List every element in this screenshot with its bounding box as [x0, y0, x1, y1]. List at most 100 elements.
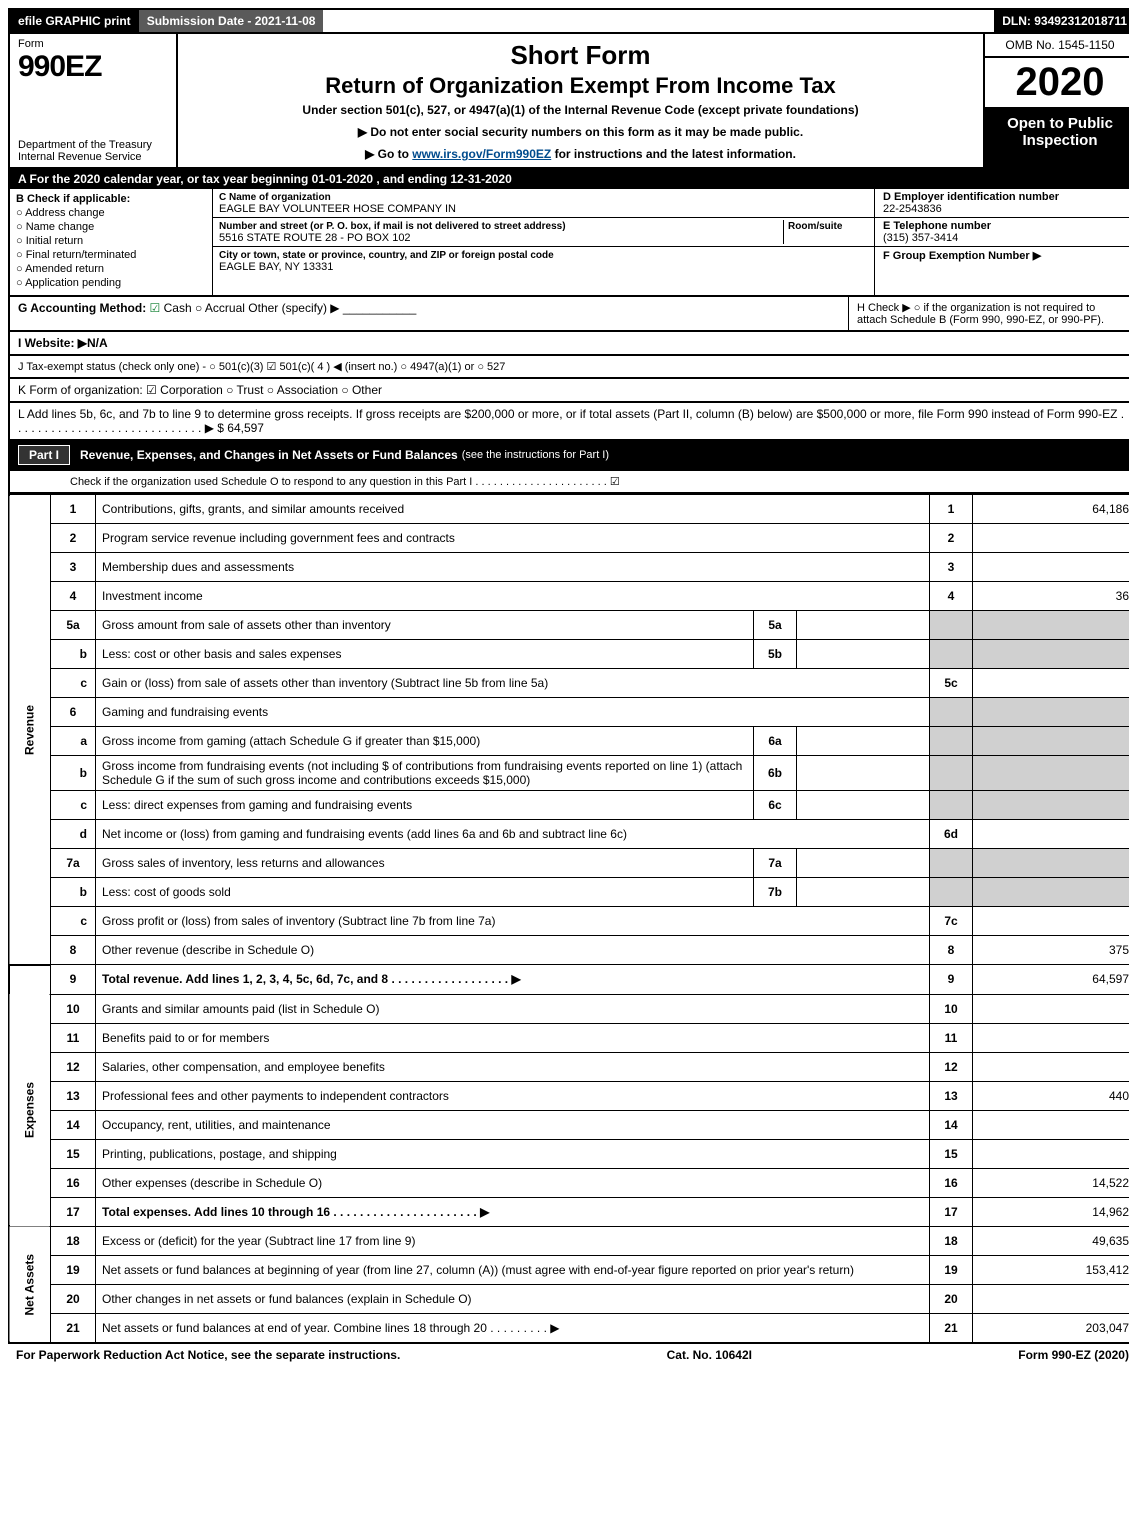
chk-other[interactable]: Other (specify) ▶ [248, 301, 339, 315]
line-6a-desc: Gross income from gaming (attach Schedul… [96, 727, 754, 756]
line-21-amt: 203,047 [973, 1313, 1129, 1343]
line-12-amt [973, 1052, 1129, 1081]
line-6b-val [797, 756, 930, 791]
chk-amended-return[interactable]: Amended return [16, 263, 206, 275]
line-7c-desc: Gross profit or (loss) from sales of inv… [96, 907, 930, 936]
line-13-amt: 440 [973, 1081, 1129, 1110]
line-14-amt [973, 1110, 1129, 1139]
ein: 22-2543836 [883, 203, 942, 215]
chk-application-pending[interactable]: Application pending [16, 277, 206, 289]
line-15-amt [973, 1139, 1129, 1168]
line-12-desc: Salaries, other compensation, and employ… [96, 1052, 930, 1081]
chk-cash[interactable]: Cash [150, 301, 192, 315]
line-6c-desc: Less: direct expenses from gaming and fu… [96, 791, 754, 820]
revenue-side-label: Revenue [9, 495, 51, 965]
net-assets-side-label: Net Assets [9, 1226, 51, 1343]
part-i-check-note: Check if the organization used Schedule … [8, 471, 1129, 494]
directive-ssn: ▶ Do not enter social security numbers o… [186, 125, 975, 139]
part-title: Revenue, Expenses, and Changes in Net As… [80, 448, 458, 462]
line-4-desc: Investment income [96, 582, 930, 611]
city-state-zip: EAGLE BAY, NY 13331 [219, 261, 333, 273]
addr-label: Number and street (or P. O. box, if mail… [219, 221, 566, 232]
chk-initial-return[interactable]: Initial return [16, 235, 206, 247]
part-i-header: Part I Revenue, Expenses, and Changes in… [8, 441, 1129, 471]
line-14-desc: Occupancy, rent, utilities, and maintena… [96, 1110, 930, 1139]
line-6c-val [797, 791, 930, 820]
row-g-h: G Accounting Method: Cash Accrual Other … [8, 297, 1129, 332]
line-9-desc: Total revenue. Add lines 1, 2, 3, 4, 5c,… [96, 965, 930, 995]
line-7b-val [797, 878, 930, 907]
line-2-amt [973, 524, 1129, 553]
e-label: E Telephone number [883, 220, 991, 232]
f-label: F Group Exemption Number ▶ [883, 250, 1041, 262]
efile-label[interactable]: efile GRAPHIC print [10, 10, 139, 32]
chk-final-return[interactable]: Final return/terminated [16, 249, 206, 261]
city-label: City or town, state or province, country… [219, 250, 554, 261]
room-label: Room/suite [788, 221, 842, 232]
line-5c-amt [973, 669, 1129, 698]
line-6d-amt [973, 820, 1129, 849]
line-5a-val [797, 611, 930, 640]
form-header: Form 990EZ Department of the Treasury In… [8, 34, 1129, 169]
footer-mid: Cat. No. 10642I [667, 1348, 752, 1362]
line-6-desc: Gaming and fundraising events [96, 698, 930, 727]
short-form-title: Short Form [186, 40, 975, 71]
tax-period: A For the 2020 calendar year, or tax yea… [8, 169, 1129, 189]
line-9-amt: 64,597 [973, 965, 1129, 995]
gross-receipts: 64,597 [227, 421, 264, 435]
phone: (315) 357-3414 [883, 232, 958, 244]
row-k: K Form of organization: ☑ Corporation ○ … [8, 379, 1129, 403]
line-5b-val [797, 640, 930, 669]
section-bcdef: B Check if applicable: Address change Na… [8, 189, 1129, 297]
line-17-amt: 14,962 [973, 1197, 1129, 1226]
dln: DLN: 93492312018711 [994, 10, 1129, 32]
chk-accrual[interactable]: Accrual [195, 301, 245, 315]
line-6a-val [797, 727, 930, 756]
return-title: Return of Organization Exempt From Incom… [186, 73, 975, 99]
line-19-amt: 153,412 [973, 1255, 1129, 1284]
form-number: 990EZ [18, 50, 168, 84]
financial-table: Revenue 1 Contributions, gifts, grants, … [8, 494, 1129, 1344]
d-label: D Employer identification number [883, 191, 1059, 203]
chk-address-change[interactable]: Address change [16, 207, 206, 219]
c-label: C Name of organization [219, 192, 331, 203]
line-6b-desc: Gross income from fundraising events (no… [96, 756, 754, 791]
chk-name-change[interactable]: Name change [16, 221, 206, 233]
line-11-desc: Benefits paid to or for members [96, 1023, 930, 1052]
part-badge: Part I [18, 445, 70, 465]
line-10-desc: Grants and similar amounts paid (list in… [96, 994, 930, 1023]
footer-right: Form 990-EZ (2020) [1018, 1348, 1129, 1362]
line-5c-desc: Gain or (loss) from sale of assets other… [96, 669, 930, 698]
line-7c-amt [973, 907, 1129, 936]
line-7b-desc: Less: cost of goods sold [96, 878, 754, 907]
expenses-side-label: Expenses [9, 994, 51, 1226]
form-label: Form [18, 38, 168, 50]
line-3-amt [973, 553, 1129, 582]
line-4-amt: 36 [973, 582, 1129, 611]
line-13-desc: Professional fees and other payments to … [96, 1081, 930, 1110]
line-6d-desc: Net income or (loss) from gaming and fun… [96, 820, 930, 849]
line-2-desc: Program service revenue including govern… [96, 524, 930, 553]
line-19-desc: Net assets or fund balances at beginning… [96, 1255, 930, 1284]
line-3-desc: Membership dues and assessments [96, 553, 930, 582]
line-20-desc: Other changes in net assets or fund bala… [96, 1284, 930, 1313]
submission-date: Submission Date - 2021-11-08 [139, 10, 324, 32]
row-i: I Website: ▶N/A [8, 332, 1129, 356]
line-1-desc: Contributions, gifts, grants, and simila… [96, 495, 930, 524]
line-1-amt: 64,186 [973, 495, 1129, 524]
top-bar: efile GRAPHIC print Submission Date - 20… [8, 8, 1129, 34]
irs-link[interactable]: www.irs.gov/Form990EZ [412, 147, 551, 161]
under-section: Under section 501(c), 527, or 4947(a)(1)… [186, 103, 975, 117]
line-16-amt: 14,522 [973, 1168, 1129, 1197]
line-20-amt [973, 1284, 1129, 1313]
footer-left: For Paperwork Reduction Act Notice, see … [16, 1348, 400, 1362]
line-11-amt [973, 1023, 1129, 1052]
line-18-desc: Excess or (deficit) for the year (Subtra… [96, 1226, 930, 1255]
org-name: EAGLE BAY VOLUNTEER HOSE COMPANY IN [219, 203, 456, 215]
g-label: G Accounting Method: [18, 301, 146, 315]
tax-year: 2020 [985, 58, 1129, 109]
line-16-desc: Other expenses (describe in Schedule O) [96, 1168, 930, 1197]
line-15-desc: Printing, publications, postage, and shi… [96, 1139, 930, 1168]
part-sub: (see the instructions for Part I) [462, 449, 609, 461]
line-10-amt [973, 994, 1129, 1023]
